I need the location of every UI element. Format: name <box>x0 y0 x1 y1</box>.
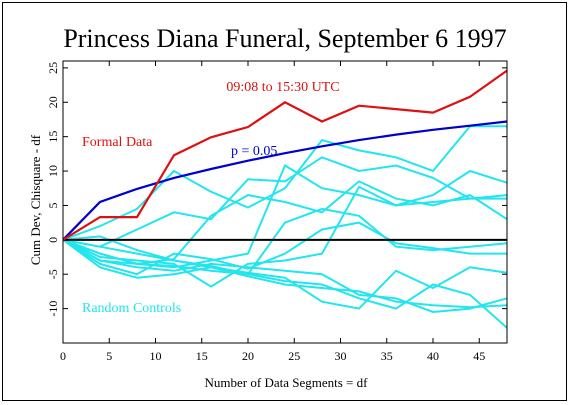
x-axis-label: Number of Data Segments = df <box>205 375 369 390</box>
x-tick-label: 35 <box>381 349 393 363</box>
formal-data-line <box>62 69 508 241</box>
x-tick-label: 20 <box>242 349 254 363</box>
y-axis-label: Cum Dev, Chisquare - df <box>28 134 43 265</box>
random-control-line-1 <box>62 125 507 241</box>
random-control-series <box>62 125 508 329</box>
x-tick-label: 15 <box>196 349 208 363</box>
x-tick-label: 0 <box>60 349 66 363</box>
x-tick-label: 25 <box>288 349 300 363</box>
random-control-line-10 <box>62 238 508 314</box>
random-control-line-5 <box>62 207 508 276</box>
x-tick-label: 40 <box>427 349 439 363</box>
y-tick-label: 10 <box>46 165 60 177</box>
random-control-line-7 <box>62 185 508 288</box>
random-control-line-11 <box>62 235 508 309</box>
random-controls-label: Random Controls <box>82 301 181 316</box>
x-tick-label: 5 <box>106 349 112 363</box>
random-control-line-8 <box>62 238 508 310</box>
y-tick-label: 15 <box>46 131 60 143</box>
y-tick-label: 25 <box>46 62 60 74</box>
y-tick-label: 20 <box>46 96 60 108</box>
random-control-line-6 <box>62 221 507 276</box>
y-tick-label: -10 <box>46 301 60 317</box>
x-tick-label: 30 <box>335 349 347 363</box>
axis-ticks: 0 5 10 15 20 25 30 35 40 45 -10 -5 0 5 10 15 20 25 <box>46 61 507 363</box>
y-tick-label: 0 <box>46 237 60 243</box>
random-control-line-9 <box>62 238 508 329</box>
y-tick-label: -5 <box>46 269 60 279</box>
x-tick-label: 45 <box>473 349 485 363</box>
random-control-line-2 <box>62 156 507 248</box>
x-tick-label: 10 <box>150 349 162 363</box>
time-range-annotation: 09:08 to 15:30 UTC <box>226 80 339 95</box>
y-tick-label: 5 <box>46 202 60 208</box>
p05-threshold-line <box>62 120 508 241</box>
chart-title: Princess Diana Funeral, September 6 1997 <box>63 24 506 53</box>
formal-data-label: Formal Data <box>82 135 153 150</box>
p-value-label: p = 0.05 <box>231 144 277 159</box>
plot-area-border <box>62 60 508 344</box>
